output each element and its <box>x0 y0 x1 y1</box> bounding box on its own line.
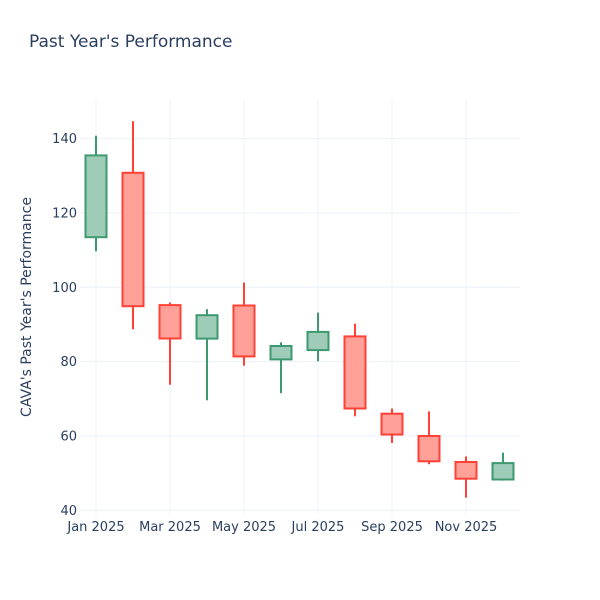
y-tick-label: 100 <box>52 281 77 296</box>
candle-body-mar-2025[interactable] <box>158 304 182 340</box>
candle-body-jun-2025[interactable] <box>269 345 293 361</box>
x-tick-label: Sep 2025 <box>361 520 423 535</box>
candle-body-jan-2025[interactable] <box>84 154 108 239</box>
y-axis-title: CAVA's Past Year's Performance <box>19 197 35 417</box>
x-tick-label: Jul 2025 <box>291 520 345 535</box>
candle-body-nov-2025[interactable] <box>454 461 478 480</box>
y-tick-label: 60 <box>60 430 77 445</box>
x-tick-label: Nov 2025 <box>435 520 498 535</box>
y-tick-label: 120 <box>52 207 77 222</box>
candle-body-dec-2025[interactable] <box>491 462 515 481</box>
x-tick-label: Mar 2025 <box>139 520 201 535</box>
candle-body-apr-2025[interactable] <box>195 314 219 340</box>
y-tick-label: 80 <box>60 355 77 370</box>
x-tick-label: May 2025 <box>212 520 276 535</box>
y-tick-label: 40 <box>60 504 77 519</box>
candle-body-may-2025[interactable] <box>232 304 256 358</box>
x-tick-label: Jan 2025 <box>66 520 124 535</box>
candle-body-aug-2025[interactable] <box>343 335 367 410</box>
y-tick-label: 140 <box>52 132 77 147</box>
chart-title: Past Year's Performance <box>29 32 233 52</box>
candle-body-feb-2025[interactable] <box>121 171 145 308</box>
candle-body-jul-2025[interactable] <box>306 330 330 352</box>
candle-body-sep-2025[interactable] <box>380 412 404 436</box>
candle-body-oct-2025[interactable] <box>417 435 441 463</box>
